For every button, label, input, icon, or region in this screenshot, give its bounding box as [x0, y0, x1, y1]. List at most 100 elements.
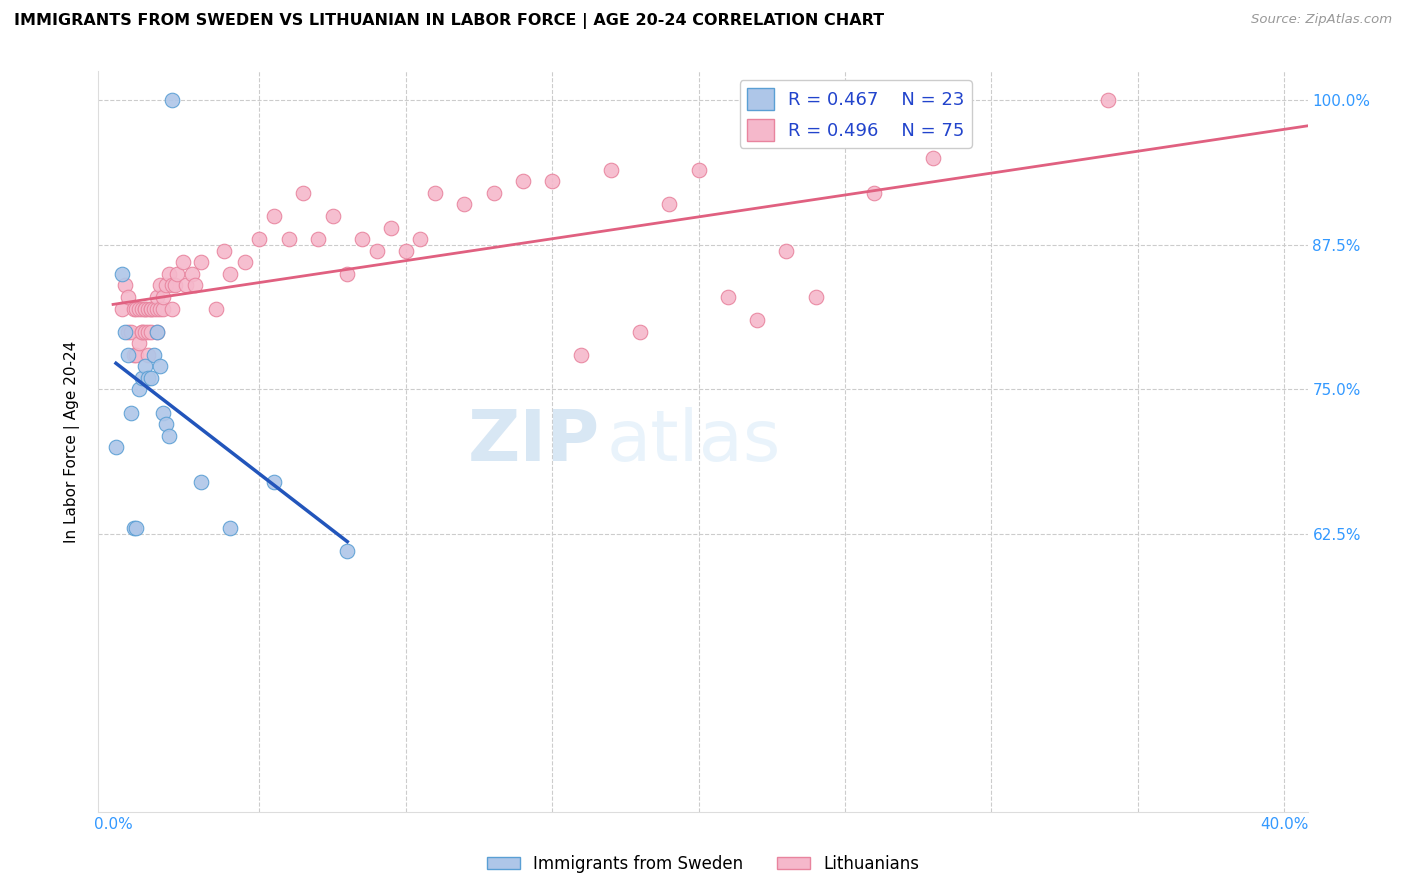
Point [628, 325, 651, 339]
Point [512, 174, 534, 188]
Point [423, 186, 446, 200]
Point [111, 301, 134, 316]
Point [136, 348, 159, 362]
Point [190, 475, 212, 489]
Point [190, 255, 212, 269]
Point [336, 544, 359, 558]
Point [134, 359, 156, 374]
Point [453, 197, 475, 211]
Point [155, 417, 177, 432]
Point [688, 162, 710, 177]
Legend: R = 0.467    N = 23, R = 0.496    N = 75: R = 0.467 N = 23, R = 0.496 N = 75 [740, 80, 972, 148]
Point [658, 197, 681, 211]
Point [143, 301, 166, 316]
Point [863, 186, 886, 200]
Point [482, 186, 505, 200]
Point [921, 151, 943, 165]
Point [131, 325, 153, 339]
Point [775, 244, 797, 258]
Legend: Immigrants from Sweden, Lithuanians: Immigrants from Sweden, Lithuanians [479, 848, 927, 880]
Point [172, 255, 194, 269]
Point [307, 232, 329, 246]
Text: Source: ZipAtlas.com: Source: ZipAtlas.com [1251, 13, 1392, 27]
Point [136, 301, 159, 316]
Point [134, 301, 156, 316]
Point [111, 267, 134, 281]
Point [131, 371, 153, 385]
Point [139, 325, 162, 339]
Point [155, 278, 177, 293]
Point [1097, 93, 1119, 107]
Point [143, 348, 166, 362]
Point [120, 325, 142, 339]
Point [146, 325, 169, 339]
Point [336, 267, 359, 281]
Point [233, 255, 256, 269]
Point [160, 301, 183, 316]
Point [134, 325, 156, 339]
Point [409, 232, 432, 246]
Point [541, 174, 564, 188]
Text: ZIP: ZIP [468, 407, 600, 476]
Point [181, 267, 204, 281]
Point [149, 359, 172, 374]
Point [174, 278, 197, 293]
Point [146, 325, 169, 339]
Point [114, 325, 136, 339]
Point [219, 267, 242, 281]
Point [380, 220, 402, 235]
Point [571, 348, 593, 362]
Y-axis label: In Labor Force | Age 20-24: In Labor Force | Age 20-24 [63, 341, 80, 542]
Point [160, 93, 183, 107]
Point [104, 440, 127, 454]
Point [125, 521, 148, 535]
Point [125, 348, 148, 362]
Point [263, 475, 285, 489]
Point [747, 313, 769, 327]
Point [160, 278, 183, 293]
Point [114, 278, 136, 293]
Point [214, 244, 236, 258]
Point [139, 371, 162, 385]
Point [128, 301, 150, 316]
Point [122, 348, 145, 362]
Point [163, 278, 186, 293]
Point [152, 406, 174, 420]
Point [128, 336, 150, 351]
Point [350, 232, 373, 246]
Point [152, 301, 174, 316]
Point [149, 278, 172, 293]
Point [184, 278, 207, 293]
Point [717, 290, 740, 304]
Point [292, 186, 315, 200]
Point [166, 267, 188, 281]
Point [117, 290, 139, 304]
Point [134, 301, 156, 316]
Text: atlas: atlas [606, 407, 780, 476]
Point [157, 267, 180, 281]
Point [204, 301, 226, 316]
Point [128, 383, 150, 397]
Point [131, 301, 153, 316]
Point [139, 301, 162, 316]
Point [263, 209, 285, 223]
Point [120, 406, 142, 420]
Point [136, 325, 159, 339]
Point [804, 290, 827, 304]
Point [395, 244, 418, 258]
Point [219, 521, 242, 535]
Point [322, 209, 344, 223]
Point [249, 232, 271, 246]
Point [136, 371, 159, 385]
Point [122, 521, 145, 535]
Point [152, 290, 174, 304]
Point [146, 290, 169, 304]
Point [149, 301, 172, 316]
Point [117, 325, 139, 339]
Point [125, 301, 148, 316]
Point [117, 348, 139, 362]
Point [599, 162, 621, 177]
Point [277, 232, 299, 246]
Point [139, 301, 162, 316]
Point [366, 244, 388, 258]
